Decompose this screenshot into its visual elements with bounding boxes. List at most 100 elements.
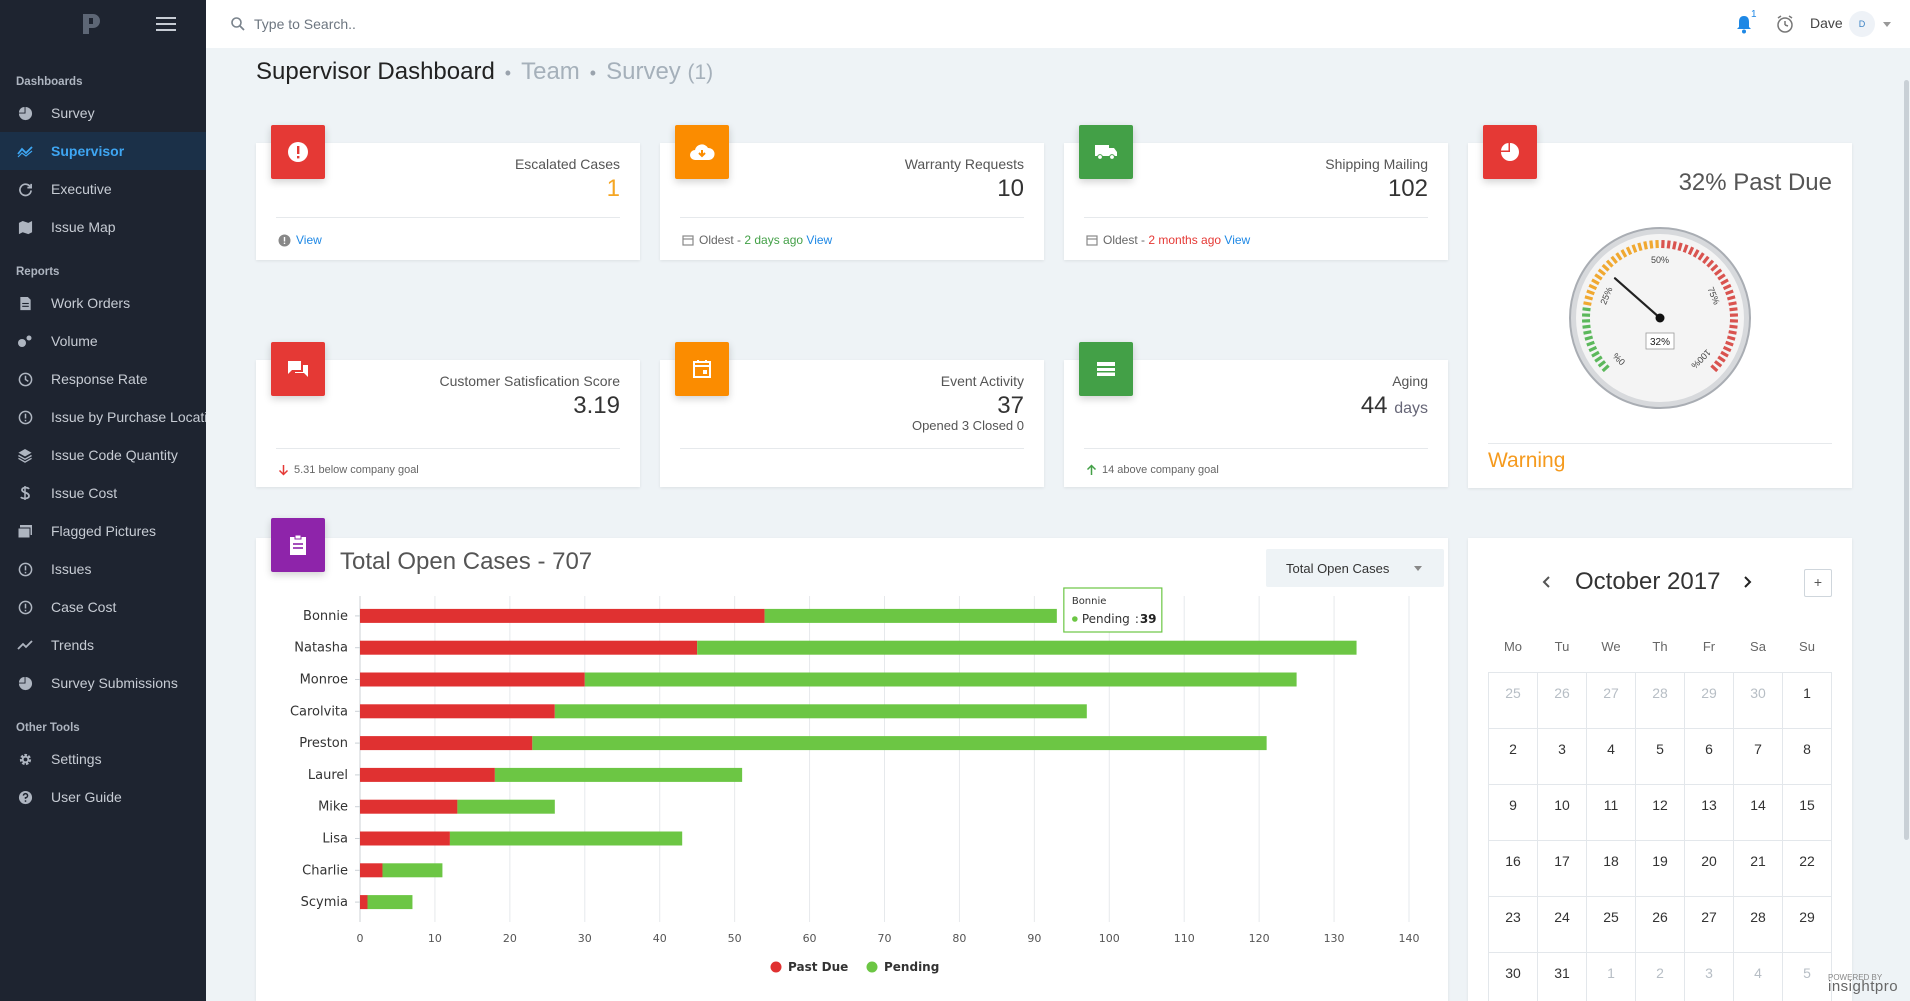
calendar-day[interactable]: 2 — [1489, 729, 1538, 785]
sidebar-item-case-cost[interactable]: Case Cost — [0, 588, 206, 626]
calendar-day[interactable]: 3 — [1538, 729, 1587, 785]
calendar-day[interactable]: 21 — [1734, 841, 1783, 897]
calendar-day[interactable]: 8 — [1783, 729, 1832, 785]
sidebar-item-flagged-pictures[interactable]: Flagged Pictures — [0, 512, 206, 550]
calendar-day[interactable]: 28 — [1636, 673, 1685, 729]
search-input[interactable] — [254, 12, 654, 36]
chart-bar-pending[interactable] — [457, 799, 555, 814]
escalated-view-link[interactable]: View — [296, 233, 322, 247]
chart-legend-label[interactable]: Past Due — [788, 960, 848, 974]
chart-bar-pending[interactable] — [382, 863, 443, 878]
calendar-day[interactable]: 27 — [1587, 673, 1636, 729]
chart-bar-pending[interactable] — [584, 672, 1297, 687]
satisfaction-footer-text: 5.31 below company goal — [294, 464, 419, 476]
page-scrollbar[interactable] — [1904, 80, 1909, 840]
calendar-day[interactable]: 17 — [1538, 841, 1587, 897]
calendar-next-icon[interactable] — [1740, 575, 1754, 589]
calendar-day[interactable]: 18 — [1587, 841, 1636, 897]
calendar-day[interactable]: 26 — [1538, 673, 1587, 729]
tab-team[interactable]: Team — [521, 58, 580, 85]
sidebar-item-executive[interactable]: Executive — [0, 170, 206, 208]
calendar-day[interactable]: 4 — [1734, 953, 1783, 1001]
calendar-day[interactable]: 10 — [1538, 785, 1587, 841]
calendar-day[interactable]: 31 — [1538, 953, 1587, 1001]
sidebar-item-response-rate[interactable]: Response Rate — [0, 360, 206, 398]
calendar-day[interactable]: 25 — [1587, 897, 1636, 953]
chart-legend-label[interactable]: Pending — [884, 960, 939, 974]
warranty-view-link[interactable]: View — [806, 233, 833, 247]
calendar-day[interactable]: 27 — [1685, 897, 1734, 953]
chart-bar-pending[interactable] — [494, 767, 743, 782]
tab-survey[interactable]: Survey (1) — [606, 58, 713, 85]
chart-bar-past-due[interactable] — [360, 608, 765, 623]
calendar-day[interactable]: 9 — [1489, 785, 1538, 841]
sidebar-item-supervisor[interactable]: Supervisor — [0, 132, 206, 170]
sidebar-item-volume[interactable]: Volume — [0, 322, 206, 360]
chart-bar-past-due[interactable] — [360, 799, 458, 814]
calendar-day[interactable]: 14 — [1734, 785, 1783, 841]
notifications-bell-icon[interactable] — [1735, 14, 1753, 34]
app-logo[interactable] — [80, 12, 102, 36]
shipping-view-link[interactable]: View — [1224, 233, 1251, 247]
sidebar-item-issues[interactable]: Issues — [0, 550, 206, 588]
calendar-day[interactable]: 11 — [1587, 785, 1636, 841]
chart-bar-pending[interactable] — [449, 831, 683, 846]
chart-bar-pending[interactable] — [532, 736, 1267, 751]
calendar-day[interactable]: 2 — [1636, 953, 1685, 1001]
sidebar-item-issue-cost[interactable]: Issue Cost — [0, 474, 206, 512]
chart-bar-past-due[interactable] — [360, 895, 368, 910]
calendar-day[interactable]: 15 — [1783, 785, 1832, 841]
sidebar-item-user-guide[interactable]: User Guide — [0, 778, 206, 816]
calendar-day[interactable]: 1 — [1783, 673, 1832, 729]
calendar-day[interactable]: 30 — [1489, 953, 1538, 1001]
calendar-day[interactable]: 30 — [1734, 673, 1783, 729]
calendar-day[interactable]: 3 — [1685, 953, 1734, 1001]
calendar-day[interactable]: 24 — [1538, 897, 1587, 953]
calendar-day[interactable]: 1 — [1587, 953, 1636, 1001]
calendar-day[interactable]: 4 — [1587, 729, 1636, 785]
chart-bar-pending[interactable] — [697, 640, 1357, 655]
chart-bar-pending[interactable] — [554, 704, 1087, 719]
calendar-day[interactable]: 16 — [1489, 841, 1538, 897]
calendar-add-button[interactable]: + — [1804, 569, 1832, 597]
chart-bar-past-due[interactable] — [360, 672, 585, 687]
calendar-day[interactable]: 25 — [1489, 673, 1538, 729]
user-menu-caret-icon[interactable] — [1883, 22, 1891, 27]
chart-bar-pending[interactable] — [764, 608, 1057, 623]
calendar-day[interactable]: 22 — [1783, 841, 1832, 897]
chart-bar-past-due[interactable] — [360, 863, 383, 878]
chart-bar-past-due[interactable] — [360, 640, 698, 655]
chart-bar-past-due[interactable] — [360, 736, 533, 751]
avatar[interactable]: D — [1849, 11, 1875, 37]
calendar-day[interactable]: 23 — [1489, 897, 1538, 953]
sidebar-item-issue-code-quantity[interactable]: Issue Code Quantity — [0, 436, 206, 474]
calendar-day[interactable]: 19 — [1636, 841, 1685, 897]
chart-bar-past-due[interactable] — [360, 704, 555, 719]
user-name[interactable]: Dave — [1810, 15, 1843, 31]
sidebar-item-survey[interactable]: Survey — [0, 94, 206, 132]
alarm-clock-icon[interactable] — [1775, 14, 1795, 34]
calendar-day[interactable]: 7 — [1734, 729, 1783, 785]
chart-type-dropdown[interactable]: Total Open Cases — [1266, 549, 1444, 587]
calendar-day[interactable]: 29 — [1685, 673, 1734, 729]
sidebar-item-work-orders[interactable]: Work Orders — [0, 284, 206, 322]
sidebar-item-issue-map[interactable]: Issue Map — [0, 208, 206, 246]
calendar-day[interactable]: 5 — [1636, 729, 1685, 785]
calendar-day[interactable]: 12 — [1636, 785, 1685, 841]
calendar-prev-icon[interactable] — [1540, 575, 1554, 589]
sidebar-item-survey-submissions[interactable]: Survey Submissions — [0, 664, 206, 702]
menu-toggle-icon[interactable] — [156, 17, 176, 31]
sidebar-item-issue-by-purchase-location[interactable]: Issue by Purchase Location — [0, 398, 206, 436]
chart-bar-pending[interactable] — [367, 895, 413, 910]
calendar-day[interactable]: 28 — [1734, 897, 1783, 953]
calendar-day[interactable]: 29 — [1783, 897, 1832, 953]
sidebar-item-trends[interactable]: Trends — [0, 626, 206, 664]
calendar-day[interactable]: 6 — [1685, 729, 1734, 785]
calendar-day[interactable]: 13 — [1685, 785, 1734, 841]
chart-bar-past-due[interactable] — [360, 767, 495, 782]
sidebar-item-settings[interactable]: Settings — [0, 740, 206, 778]
calendar-day[interactable]: 5 — [1783, 953, 1832, 1001]
calendar-day[interactable]: 26 — [1636, 897, 1685, 953]
chart-bar-past-due[interactable] — [360, 831, 450, 846]
calendar-day[interactable]: 20 — [1685, 841, 1734, 897]
